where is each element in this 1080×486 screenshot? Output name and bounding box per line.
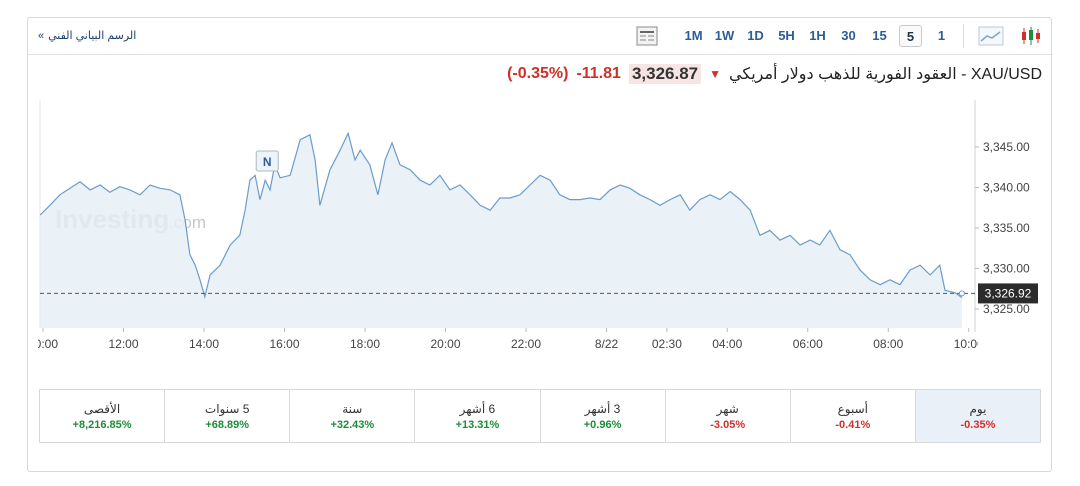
x-tick-label: 22:00	[511, 337, 541, 351]
performance-cell[interactable]: أسبوع -0.41%	[789, 390, 915, 442]
interval-button[interactable]: 1D	[747, 28, 764, 43]
x-tick-label: 8/22	[595, 337, 619, 351]
x-tick-label: 16:00	[270, 337, 300, 351]
period-change[interactable]: +8,216.85%	[72, 419, 132, 431]
performance-cell[interactable]: الأقصى +8,216.85%	[40, 390, 164, 442]
interval-list: 1M 1W 1D 5H 1H 30 15 5 1	[678, 25, 957, 47]
instrument-title: XAU/USD - العقود الفورية للذهب دولار أمر…	[729, 66, 1042, 83]
interval-button[interactable]: 5	[899, 25, 922, 47]
x-tick-label: 04:00	[712, 337, 742, 351]
down-arrow: ▼	[709, 67, 722, 81]
x-tick-label: 10:00	[954, 337, 984, 351]
last-price-dot	[958, 290, 965, 297]
period-change[interactable]: -0.35%	[960, 419, 996, 431]
y-tick-label: 3,325.00	[983, 302, 1030, 316]
price-area	[40, 133, 962, 328]
period-change[interactable]: +68.89%	[205, 419, 250, 431]
area-chart-icon[interactable]	[978, 26, 1004, 46]
link-arrow[interactable]: »	[38, 30, 45, 42]
news-marker	[255, 150, 279, 172]
price-line	[39, 131, 963, 300]
price-change: -11.81	[576, 65, 621, 82]
period-change[interactable]: -3.05%	[710, 419, 746, 431]
widget-card	[27, 17, 1052, 472]
x-tick-label: 20:00	[430, 337, 460, 351]
x-axis: 10:00 12:00 14:00 16:00 18:00 20:00 22:00 8/22 0…	[28, 328, 984, 351]
last-price-label: 3,326.92	[985, 286, 1032, 300]
interval-button[interactable]: 30	[841, 28, 856, 43]
table-icon[interactable]	[636, 26, 658, 46]
interval-button[interactable]: 15	[872, 28, 887, 43]
performance-cell[interactable]: 6 أشهر +13.31%	[414, 390, 539, 442]
last-price-tag	[978, 283, 1038, 304]
period-label[interactable]: 6 أشهر	[459, 402, 496, 416]
period-change[interactable]: +0.96%	[583, 419, 622, 431]
link-text[interactable]: الرسم البياني الفني	[48, 30, 137, 42]
series-group	[39, 131, 963, 328]
interval-button[interactable]: 1M	[684, 28, 703, 43]
interval-button[interactable]: 1W	[714, 28, 735, 43]
interval-button[interactable]: 1H	[809, 28, 826, 43]
x-tick-label: 02:30	[652, 337, 682, 351]
period-label[interactable]: أسبوع	[837, 402, 868, 416]
period-label[interactable]: 5 سنوات	[204, 402, 250, 416]
y-tick-label: 3,345.00	[983, 140, 1030, 154]
x-tick-label: 10:00	[28, 337, 58, 351]
candlestick-icon[interactable]	[1020, 25, 1042, 47]
period-label[interactable]: الأقصى	[83, 402, 121, 416]
performance-cell[interactable]: شهر -3.05%	[664, 390, 790, 442]
period-label[interactable]: يوم	[969, 402, 987, 416]
y-tick-label: 3,340.00	[983, 180, 1030, 194]
technical-chart-link[interactable]: الرسم البياني الفني»	[38, 29, 140, 42]
toolbar: الرسم البياني الفني» 1M 1W 1D 5H 1H 30 15 5 1	[28, 18, 1051, 55]
x-tick-label: 06:00	[793, 337, 823, 351]
x-tick-label: 14:00	[189, 337, 219, 351]
y-tick-label: 3,330.00	[983, 261, 1030, 275]
interval-button[interactable]: 5H	[778, 28, 795, 43]
separator	[963, 24, 964, 48]
period-change[interactable]: +32.43%	[330, 419, 375, 431]
performance-cell[interactable]: 5 سنوات +68.89%	[164, 390, 289, 442]
interval-button[interactable]: 1	[937, 28, 946, 43]
y-tick-label: 3,335.00	[983, 221, 1030, 235]
price-change-percent: (-0.35%)	[507, 65, 569, 82]
x-tick-label: 12:00	[109, 337, 139, 351]
performance-cell[interactable]: 3 أشهر +0.96%	[539, 390, 665, 442]
instrument-header: XAU/USD - العقود الفورية للذهب دولار أمر…	[507, 64, 1042, 84]
period-change[interactable]: -0.41%	[835, 419, 871, 431]
news-marker-label: N	[263, 155, 272, 169]
period-label[interactable]: 3 أشهر	[584, 402, 621, 416]
performance-table: الأقصى +8,216.85% 5 سنوات +68.89% سنة +32.43%…	[39, 389, 1041, 443]
x-tick-label: 18:00	[350, 337, 380, 351]
period-label[interactable]: شهر	[716, 402, 739, 416]
period-label[interactable]: سنة	[342, 402, 363, 416]
period-change[interactable]: +13.31%	[455, 419, 500, 431]
performance-cell[interactable]: سنة +32.43%	[289, 390, 414, 442]
x-tick-label: 08:00	[873, 337, 903, 351]
performance-cell[interactable]: يوم -0.35%	[914, 390, 1040, 442]
last-price: 3,326.87	[628, 64, 702, 84]
